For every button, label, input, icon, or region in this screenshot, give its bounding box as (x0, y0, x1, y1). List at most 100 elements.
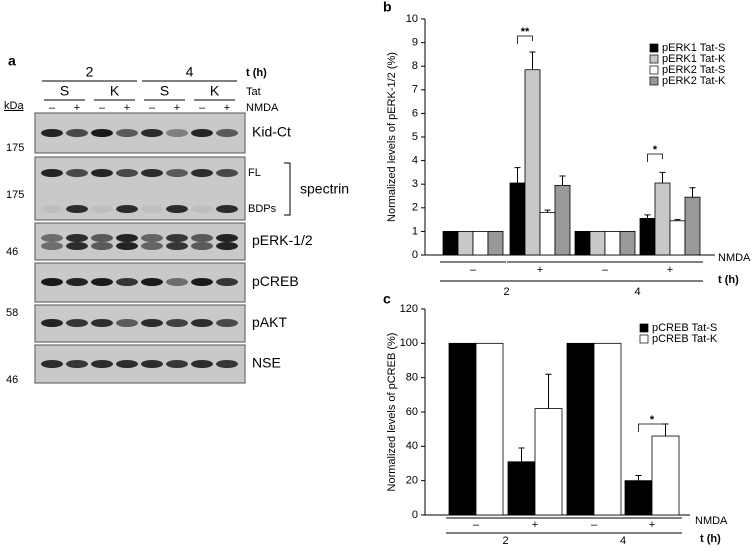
time-label: 2 (86, 64, 94, 80)
bar (554, 184, 571, 256)
panel-label: c (383, 291, 391, 307)
error-bar (674, 219, 681, 221)
significance-label: ** (521, 26, 530, 38)
legend-label: pERK2 Tat-S (662, 64, 725, 76)
band (91, 360, 113, 368)
x-axis-title: NMDA (695, 515, 728, 527)
y-tick-label: 20 (406, 475, 418, 487)
y-tick-label: 0 (412, 249, 418, 261)
bar (539, 212, 556, 256)
significance-bracket (647, 153, 663, 162)
band (191, 360, 213, 368)
bar (457, 230, 474, 256)
band (41, 278, 63, 286)
row-label: NSE (252, 355, 281, 371)
x-tick-label: – (591, 519, 598, 531)
band (91, 169, 113, 177)
band (91, 278, 113, 286)
significance-bracket (517, 35, 533, 44)
spectrin-band: FL (248, 167, 261, 179)
band (166, 319, 188, 327)
band (216, 205, 238, 213)
nmda-sign: + (174, 102, 180, 114)
group-label: 4 (634, 286, 640, 298)
x-axis-title: NMDA (718, 252, 751, 264)
band (191, 169, 213, 177)
row-label: spectrin (300, 181, 349, 197)
nmda-sign: – (199, 102, 206, 114)
bar (624, 480, 653, 516)
band (66, 242, 88, 250)
legend-swatch (649, 54, 659, 64)
legend-swatch (649, 65, 659, 75)
y-tick-label: 5 (412, 131, 418, 143)
band (116, 360, 138, 368)
group-axis-title: t (h) (700, 533, 721, 545)
error-bar (514, 167, 521, 184)
legend-swatch (639, 334, 649, 344)
bar (472, 230, 489, 256)
band (216, 169, 238, 177)
bar (566, 342, 595, 516)
band (191, 129, 213, 137)
band (41, 234, 63, 242)
bar (651, 435, 680, 516)
error-bar (518, 447, 525, 462)
tat-header: Tat (246, 86, 261, 98)
legend-label: pERK1 Tat-S (662, 42, 725, 54)
error-bar (689, 187, 696, 198)
nmda-sign: + (224, 102, 230, 114)
bar (442, 230, 459, 256)
band (66, 169, 88, 177)
kda-label: kDa (4, 100, 24, 112)
error-bar (559, 175, 566, 186)
band (166, 234, 188, 242)
band (66, 129, 88, 137)
error-bar (659, 171, 666, 184)
x-tick-label: – (473, 519, 480, 531)
x-tick-label: – (602, 264, 609, 276)
bar (604, 230, 621, 256)
time-label: 4 (186, 64, 194, 80)
group-axis-title: t (h) (718, 274, 739, 286)
band (116, 234, 138, 242)
band (141, 129, 163, 137)
nmda-sign: – (99, 102, 106, 114)
panel-label: b (383, 0, 392, 15)
error-bar (644, 214, 651, 219)
band (91, 319, 113, 327)
band (166, 169, 188, 177)
row-label: pAKT (252, 314, 287, 330)
band (41, 169, 63, 177)
bar (574, 230, 591, 256)
kda-marker: 175 (6, 189, 24, 201)
kda-marker: 46 (6, 374, 18, 386)
bar (619, 230, 636, 256)
band (91, 234, 113, 242)
band (41, 319, 63, 327)
y-tick-label: 8 (412, 60, 418, 72)
band (116, 278, 138, 286)
nmda-header: NMDA (246, 102, 279, 114)
x-tick-label: + (532, 519, 538, 531)
band (116, 169, 138, 177)
bar (507, 461, 536, 516)
bar (475, 342, 504, 516)
bar (593, 342, 622, 516)
bar (669, 220, 686, 256)
y-tick-label: 0 (412, 509, 418, 521)
band (116, 205, 138, 213)
tat-label: S (160, 83, 169, 99)
significance-label: * (650, 414, 655, 426)
y-tick-label: 40 (406, 440, 418, 452)
bar (654, 182, 671, 256)
error-bar (635, 475, 642, 481)
row-label: pERK-1/2 (252, 232, 313, 248)
nmda-sign: – (49, 102, 56, 114)
band (216, 360, 238, 368)
panel-label: a (8, 53, 16, 69)
legend-swatch (649, 43, 659, 53)
group-label: 2 (502, 535, 508, 547)
y-axis-title: Normalized levels of pCREB (%) (386, 333, 398, 492)
